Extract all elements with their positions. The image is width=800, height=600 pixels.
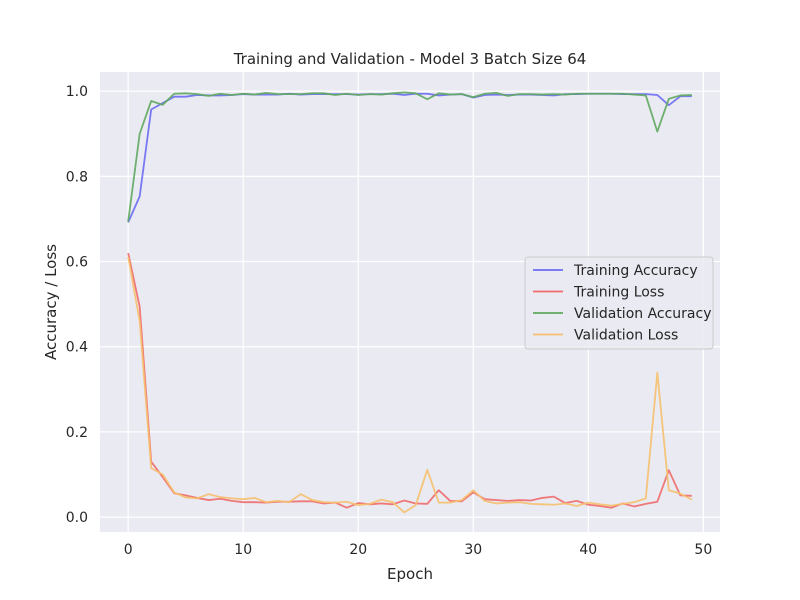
training-loss-legend-label: Training Loss (573, 285, 664, 301)
x-tick-labels: 0 10 20 30 40 50 (124, 542, 713, 558)
chart-title: Training and Validation - Model 3 Batch … (233, 50, 587, 68)
training-accuracy-legend-label: Training Accuracy (573, 263, 698, 279)
legend-box (524, 256, 714, 350)
validation-accuracy-legend-label: Validation Accuracy (574, 306, 712, 322)
x-tick-label: 10 (234, 542, 252, 558)
x-tick-label: 0 (124, 542, 133, 558)
x-tick-label: 50 (694, 542, 712, 558)
y-tick-label: 0.0 (66, 510, 88, 526)
y-tick-label: 0.8 (66, 169, 88, 185)
validation-loss-legend-label: Validation Loss (574, 328, 678, 344)
y-tick-label: 0.6 (66, 255, 88, 271)
y-tick-label: 0.2 (66, 425, 88, 441)
validation-loss-line (127, 256, 693, 514)
legend: Training Accuracy Training Loss Validation… (524, 256, 714, 350)
gridlines (100, 72, 720, 532)
y-axis-label: Accuracy / Loss (42, 244, 60, 360)
validation-accuracy-line (127, 91, 692, 222)
series-lines (127, 91, 693, 514)
x-axis-label: Epoch (387, 565, 433, 583)
y-tick-labels: 0.0 0.2 0.4 0.6 0.8 1.0 (66, 84, 88, 526)
x-tick-label: 20 (349, 542, 367, 558)
y-tick-label: 0.4 (66, 340, 88, 356)
y-tick-label: 1.0 (66, 84, 88, 100)
training-loss-line (127, 252, 692, 509)
x-tick-label: 30 (464, 542, 482, 558)
x-tick-label: 40 (579, 542, 597, 558)
